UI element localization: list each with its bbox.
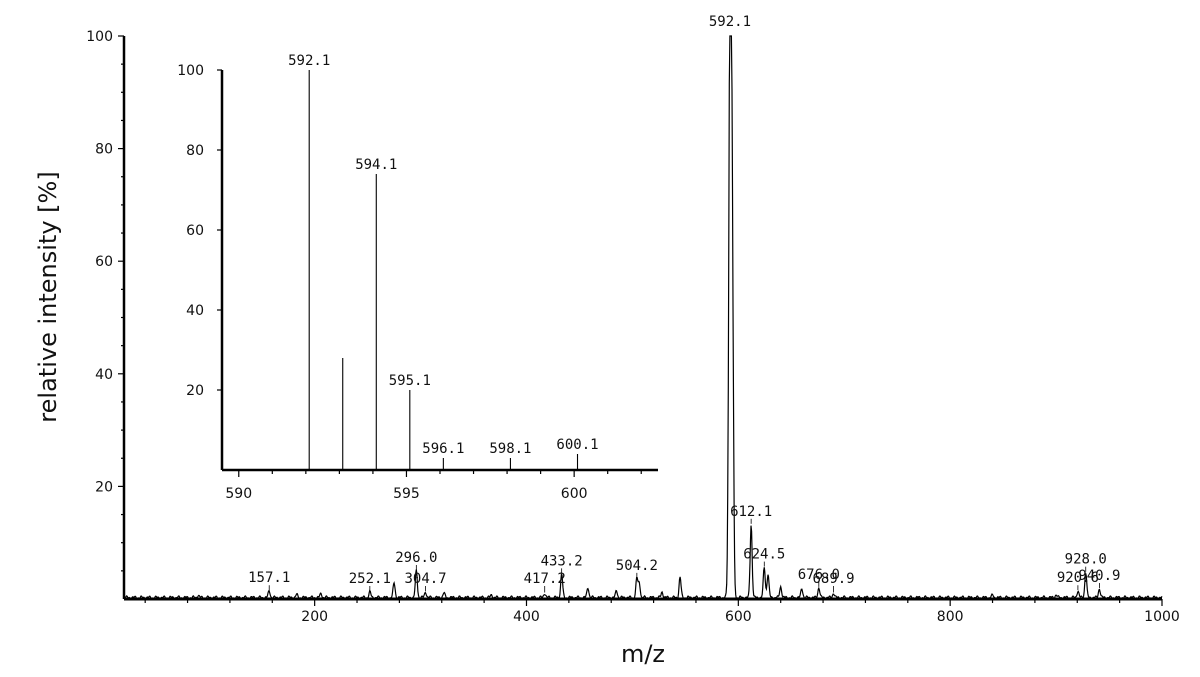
x-tick-label: 600	[725, 609, 752, 625]
inset-peak-label: 598.1	[489, 441, 531, 457]
peak-label: 676.0	[798, 567, 840, 583]
peak-label: 592.1	[709, 14, 751, 30]
x-tick-label: 200	[301, 609, 328, 625]
inset-x-tick-label: 595	[393, 486, 420, 502]
inset-peak-label: 600.1	[556, 437, 598, 453]
inset-y-tick-label: 20	[186, 383, 204, 399]
spectrum-trace	[123, 35, 1163, 600]
y-tick-label: 40	[95, 367, 113, 383]
y-tick-label: 100	[86, 29, 113, 45]
y-tick-label: 20	[95, 479, 113, 495]
x-axis-title: m/z	[621, 640, 665, 668]
y-tick-label: 80	[95, 142, 113, 158]
inset-peak-label: 592.1	[288, 53, 330, 69]
peak-label: 433.2	[541, 553, 583, 569]
peak-label: 624.5	[743, 547, 785, 563]
inset-peak-label: 595.1	[389, 373, 431, 389]
peak-label: 612.1	[730, 504, 772, 520]
inset-y-tick-label: 80	[186, 143, 204, 159]
peak-label: 689.9	[812, 571, 854, 587]
x-tick-label: 1000	[1144, 609, 1180, 625]
inset-y-tick-label: 60	[186, 223, 204, 239]
peak-label: 252.1	[349, 571, 391, 587]
inset-plot-area: 20 40 60 80 100 590 595 600 592.1 594.1 595.1 596.1…	[177, 53, 658, 502]
inset-y-tick-label: 100	[177, 63, 204, 79]
inset-x-tick-label: 600	[561, 486, 588, 502]
peak-label: 504.2	[616, 558, 658, 574]
inset-peak-label: 594.1	[355, 157, 397, 173]
x-tick-label: 400	[513, 609, 540, 625]
y-tick-label: 60	[95, 254, 113, 270]
peak-label: 417.2	[524, 571, 566, 587]
x-tick-label: 800	[937, 609, 964, 625]
peak-label: 940.9	[1078, 568, 1120, 584]
peak-label: 157.1	[248, 570, 290, 586]
y-axis-title: relative intensity [%]	[34, 171, 62, 422]
peak-label: 928.0	[1065, 552, 1107, 568]
main-plot-area: 20 40 60 80 100 200 400 600 800 1000 157.1 252.1296…	[86, 14, 1180, 625]
peak-label: 920.6	[1057, 570, 1099, 586]
peak-label: 304.7	[404, 571, 446, 587]
inset-y-tick-label: 40	[186, 303, 204, 319]
inset-x-tick-label: 590	[225, 486, 252, 502]
inset-peak-label: 596.1	[422, 441, 464, 457]
peak-label: 296.0	[395, 550, 437, 566]
